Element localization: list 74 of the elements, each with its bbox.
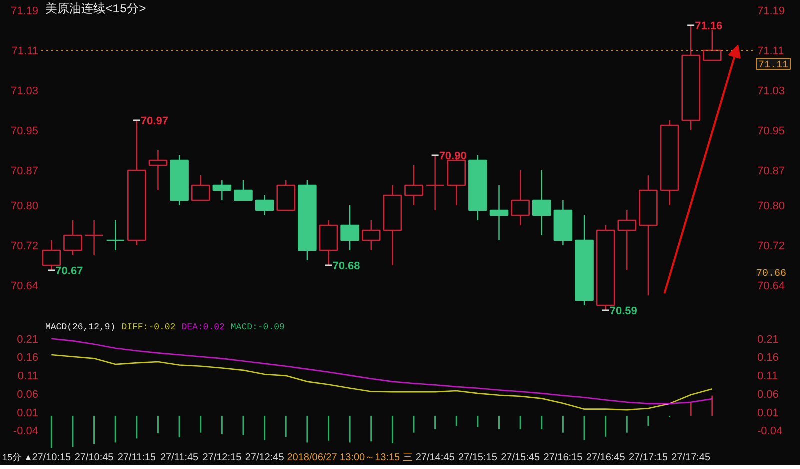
line-series: [51, 354, 714, 411]
annotation: 70.97: [140, 116, 168, 128]
x-tick-label: 27/17:15: [628, 452, 668, 464]
y2-tick-label: 71.03: [758, 86, 786, 98]
candlestick: [340, 204, 360, 252]
y-tick-label: 0.06: [17, 388, 39, 401]
x-tick-label: 27/11:15: [118, 452, 156, 464]
y-tick-label: 70.64: [10, 280, 39, 292]
y-tick-label: -0.04: [13, 426, 39, 438]
candlestick: [64, 220, 82, 256]
candlestick: [191, 174, 210, 202]
y2-tick-label: 70.87: [758, 166, 786, 178]
x-tick-label: 27/16:15: [544, 452, 584, 464]
annotation: 2018/06/27 13:00～13:15 三: [287, 452, 413, 464]
y2-tick-label: 0.21: [758, 334, 779, 346]
candlestick: [532, 170, 552, 236]
candlestick: [703, 30, 722, 62]
x-tick-label: 27/11:45: [160, 452, 200, 464]
y2-tick-label: 0.06: [758, 388, 779, 401]
y-tick-label: 71.11: [12, 46, 39, 58]
annotation: 70.68: [332, 260, 360, 272]
x-tick-label: 27/17:45: [672, 452, 711, 464]
y2-tick-label: 0.01: [758, 407, 779, 420]
y2-tick-label: 70.64: [758, 280, 786, 292]
x-tick-label: 27/16:45: [586, 452, 626, 464]
annotation: 71.16: [695, 20, 723, 32]
y2-tick-label: 70.72: [758, 240, 786, 252]
y-tick-label: 70.72: [10, 240, 39, 252]
line-series: [51, 338, 714, 404]
candlestick: [106, 220, 125, 252]
y-tick-label: 71.19: [10, 6, 39, 18]
y2-tick-label: 71.11: [758, 46, 784, 58]
x-tick-label: 27/10:15: [32, 452, 72, 464]
y2-tick-label: 71.19: [758, 6, 786, 18]
y2-tick-label: 0.11: [758, 370, 778, 383]
text: MACD:-0.09: [230, 322, 285, 332]
y-tick-label: 70.80: [10, 200, 39, 212]
candlestick: [618, 210, 637, 272]
x-tick-label: 27/15:15: [458, 452, 498, 464]
y-tick-label: 70.87: [10, 166, 39, 178]
annotation: 70.66: [756, 269, 787, 280]
candlestick: [84, 220, 104, 256]
chart-title: MACD(26,12,9): [46, 322, 116, 332]
annotation: 70.59: [610, 306, 638, 318]
x-tick-label: 27/15:45: [501, 452, 540, 464]
candlestick: [255, 194, 274, 216]
x-tick-label: 27/14:45: [416, 452, 456, 464]
candlestick: [362, 220, 381, 252]
y-tick-label: 0.01: [17, 407, 39, 420]
x-tick-label: 27/10:45: [74, 452, 114, 464]
text: DEA:0.02: [182, 322, 225, 332]
annotation: 70.67: [56, 266, 84, 278]
x-tick-label: 27/12:45: [245, 452, 285, 464]
candlestick: [148, 150, 168, 192]
text: DIFF:-0.02: [122, 322, 176, 332]
y-tick-label: 0.21: [17, 334, 39, 346]
ref-line-label: 71.11: [758, 60, 789, 72]
annotation: 15分 ▲: [2, 452, 33, 462]
y-tick-label: 0.11: [18, 370, 38, 383]
y2-tick-label: 70.95: [758, 126, 786, 138]
y2-tick-label: 70.80: [758, 200, 786, 212]
annotation: 70.90: [439, 150, 467, 162]
y-tick-label: 71.03: [10, 86, 39, 98]
candlestick: [511, 170, 530, 226]
candlestick: [212, 180, 232, 202]
y2-tick-label: 0.16: [758, 352, 779, 364]
candlestick: [404, 164, 424, 206]
x-tick-label: 27/12:15: [202, 452, 242, 464]
y-tick-label: 0.16: [17, 352, 39, 364]
y-tick-label: 70.95: [10, 126, 39, 138]
chart-title: 美原油连续<15分>: [46, 2, 146, 16]
candlestick: [234, 180, 253, 202]
candlestick: [490, 184, 509, 242]
y2-tick-label: -0.04: [758, 426, 783, 438]
